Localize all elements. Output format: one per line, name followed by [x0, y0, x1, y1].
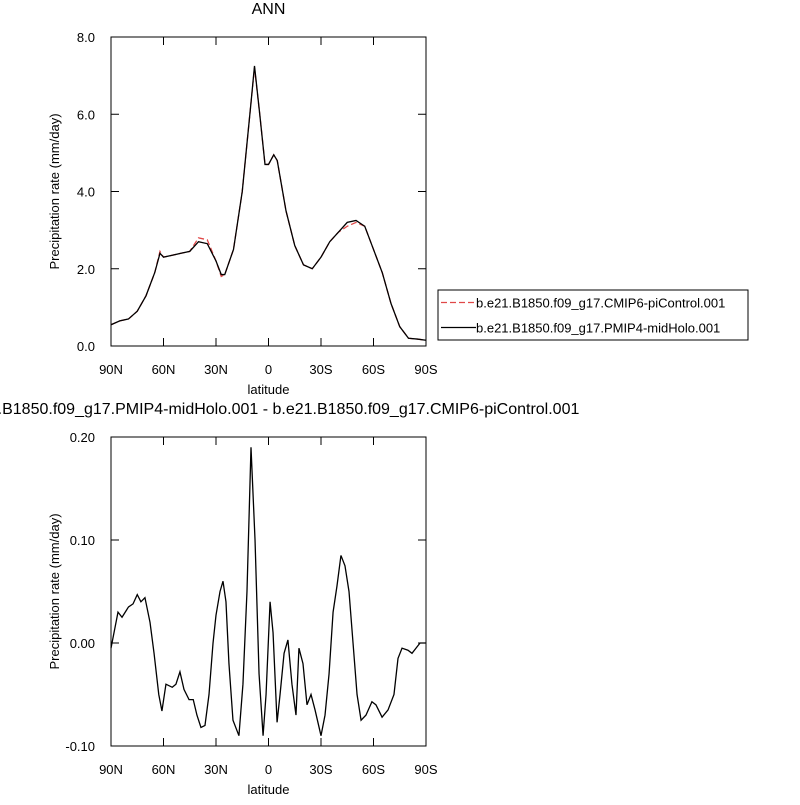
x-tick-label: 30S	[309, 362, 332, 377]
x-tick-label: 90N	[99, 362, 123, 377]
y-tick-label: 0.00	[70, 636, 95, 651]
x-tick-label: 90N	[99, 762, 123, 777]
y-tick-label: -0.10	[65, 739, 95, 754]
x-axis-label: latitude	[248, 382, 290, 397]
y-axis-label: Precipitation rate (mm/day)	[47, 513, 62, 669]
y-tick-label: 0.0	[77, 339, 95, 354]
x-tick-label: 30N	[204, 762, 228, 777]
x-tick-label: 30N	[204, 362, 228, 377]
plot-frame	[110, 436, 427, 747]
y-tick-label: 0.10	[70, 533, 95, 548]
y-tick-label: 4.0	[77, 185, 95, 200]
y-tick-label: 6.0	[77, 107, 95, 122]
x-tick-label: 60N	[152, 362, 176, 377]
x-tick-label: 0	[265, 762, 272, 777]
y-tick-label: 2.0	[77, 262, 95, 277]
x-tick-label: 60N	[152, 762, 176, 777]
x-tick-label: 60S	[362, 362, 385, 377]
data-line	[110, 65, 427, 341]
x-axis-label: latitude	[248, 782, 290, 797]
x-tick-label: 30S	[309, 762, 332, 777]
legend-label: b.e21.B1850.f09_g17.PMIP4-midHolo.001	[476, 321, 720, 336]
legend-box	[437, 289, 749, 341]
x-tick-label: 90S	[414, 762, 437, 777]
x-tick-label: 90S	[414, 362, 437, 377]
legend-label: b.e21.B1850.f09_g17.CMIP6-piControl.001	[476, 296, 725, 311]
chart-title: ANN	[252, 1, 286, 18]
y-tick-label: 8.0	[77, 30, 95, 45]
x-tick-label: 0	[265, 362, 272, 377]
y-tick-label: 0.20	[70, 430, 95, 445]
data-line	[110, 447, 426, 736]
data-line	[110, 67, 427, 341]
x-tick-label: 60S	[362, 762, 385, 777]
chart-title: b.e21.B1850.f09_g17.PMIP4-midHolo.001 - …	[0, 401, 579, 418]
plot-frame	[110, 36, 427, 347]
y-axis-label: Precipitation rate (mm/day)	[47, 113, 62, 269]
